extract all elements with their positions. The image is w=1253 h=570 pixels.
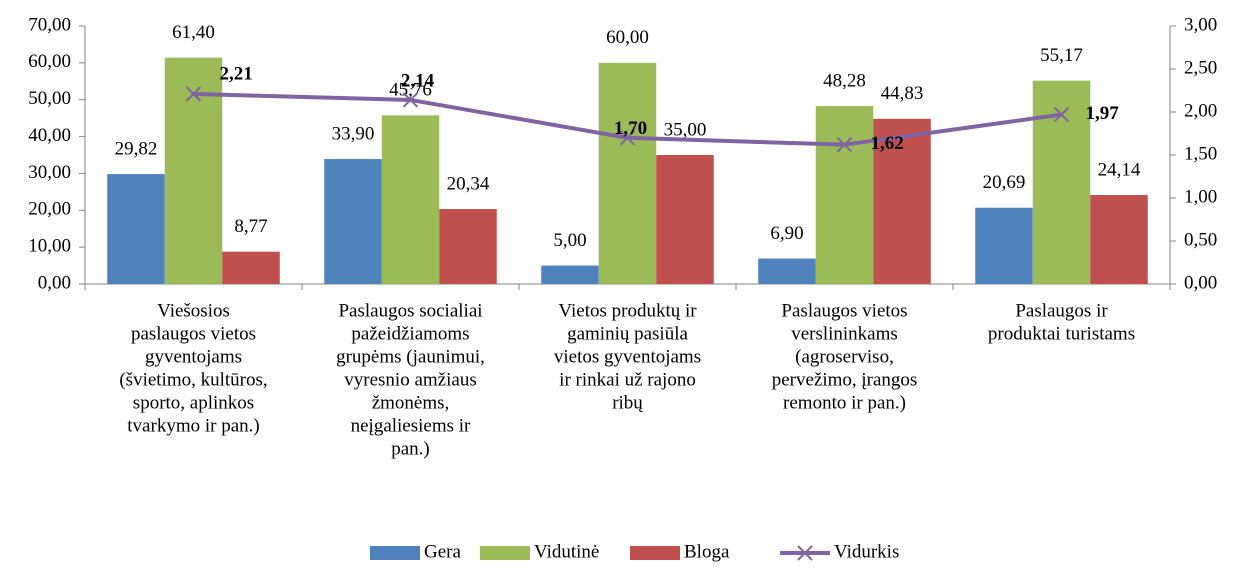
y2-tick-label: 0,00 (1184, 272, 1217, 293)
legend-label: Bloga (684, 541, 730, 562)
bar (1032, 80, 1091, 284)
x-tick-label: ir rinkai už rajono (559, 369, 696, 390)
legend-label: Vidutinė (534, 541, 599, 562)
bar-value-label: 29,82 (115, 138, 158, 159)
line-value-label: 1,97 (1086, 103, 1120, 124)
bar-value-label: 6,90 (770, 223, 803, 244)
x-tick-label: vietos gyventojams (554, 346, 701, 367)
bar (975, 207, 1033, 284)
bar-value-label: 60,00 (606, 27, 649, 48)
y2-tick-label: 0,50 (1184, 229, 1217, 250)
y2-tick-label: 1,00 (1184, 186, 1217, 207)
x-tick-label: Viešosios (157, 300, 230, 321)
bar (598, 62, 657, 284)
bar (164, 57, 223, 284)
bar-value-label: 61,40 (172, 22, 215, 43)
line-value-label: 2,14 (401, 70, 435, 91)
y-tick-label: 0,00 (38, 272, 71, 293)
y2-tick-label: 3,00 (1184, 14, 1217, 35)
x-tick-label: pan.) (391, 438, 430, 459)
x-tick-label: (agroserviso, (795, 346, 894, 367)
bar (439, 209, 497, 284)
legend-swatch (630, 546, 680, 560)
legend-label: Vidurkis (834, 541, 899, 562)
line-marker (1053, 106, 1070, 123)
x-tick-label: grupėms (jaunimui, (336, 346, 485, 367)
x-tick-label: Paslaugos socialiai (338, 300, 482, 321)
bar (815, 106, 874, 284)
bar (656, 155, 714, 284)
y-tick-label: 60,00 (28, 51, 71, 72)
bar-value-label: 20,69 (983, 172, 1026, 193)
legend-swatch (480, 546, 530, 560)
bar-value-label: 55,17 (1040, 45, 1083, 66)
x-tick-label: sporto, aplinkos (133, 392, 254, 413)
x-tick-label: produktai turistams (988, 323, 1135, 344)
x-tick-label: paslaugos vietos (131, 323, 256, 344)
line-marker (402, 92, 419, 108)
bar (324, 159, 382, 284)
bar (1090, 195, 1148, 284)
x-tick-label: tvarkymo ir pan.) (127, 415, 259, 436)
y2-tick-label: 2,50 (1184, 57, 1217, 78)
bar (758, 258, 816, 284)
bar-value-label: 20,34 (447, 173, 490, 194)
y-tick-label: 40,00 (28, 125, 71, 146)
bar-value-label: 8,77 (234, 216, 267, 237)
bar-value-label: 5,00 (553, 230, 586, 251)
y2-tick-label: 1,50 (1184, 143, 1217, 164)
line-marker (185, 86, 202, 102)
bar-value-label: 44,83 (881, 83, 924, 104)
bar-value-label: 24,14 (1098, 159, 1141, 180)
bar (541, 265, 599, 284)
line-value-label: 2,21 (220, 63, 253, 84)
x-tick-label: gyventojams (145, 346, 242, 367)
legend-label: Gera (424, 541, 461, 562)
x-tick-label: Paslaugos vietos (781, 300, 907, 321)
x-tick-label: (švietimo, kultūros, (119, 369, 267, 390)
line-value-label: 1,70 (614, 118, 647, 139)
bar (222, 251, 280, 284)
legend-swatch (370, 546, 420, 560)
line-marker (619, 130, 636, 146)
x-tick-label: Vietos produktų ir (558, 300, 697, 321)
line-value-label: 1,62 (871, 133, 904, 154)
bar-value-label: 45,76 (389, 80, 432, 101)
y2-tick-label: 2,00 (1184, 100, 1217, 121)
line-marker (836, 136, 853, 153)
y-tick-label: 50,00 (28, 88, 71, 109)
x-tick-label: ribų (612, 392, 643, 413)
x-tick-label: neįgaliesiems ir (351, 415, 471, 436)
bar (107, 174, 165, 284)
y-tick-label: 70,00 (28, 14, 71, 35)
y-tick-label: 30,00 (28, 162, 71, 183)
x-tick-label: pervežimo, įrangos (772, 369, 918, 390)
legend-marker (797, 545, 813, 561)
x-tick-label: Paslaugos ir (1015, 300, 1108, 321)
x-tick-label: gaminių pasiūla (567, 323, 688, 344)
bar-value-label: 48,28 (823, 70, 866, 91)
bar-value-label: 33,90 (332, 123, 375, 144)
y-tick-label: 10,00 (28, 236, 71, 257)
bar-value-label: 35,00 (664, 119, 707, 140)
x-tick-label: vyresnio amžiaus (344, 369, 476, 390)
y-tick-label: 20,00 (28, 199, 71, 220)
bar (873, 118, 931, 284)
x-tick-label: remonto ir pan.) (783, 392, 906, 413)
x-tick-label: pažeidžiamoms (351, 323, 469, 344)
x-tick-label: žmonėms, (372, 392, 450, 413)
bar (381, 115, 440, 285)
x-tick-label: verslininkams (791, 323, 898, 344)
